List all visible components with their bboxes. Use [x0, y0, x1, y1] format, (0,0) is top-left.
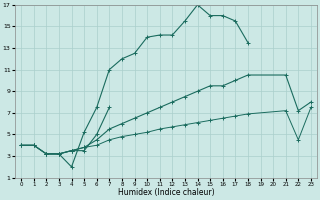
X-axis label: Humidex (Indice chaleur): Humidex (Indice chaleur)	[118, 188, 214, 197]
